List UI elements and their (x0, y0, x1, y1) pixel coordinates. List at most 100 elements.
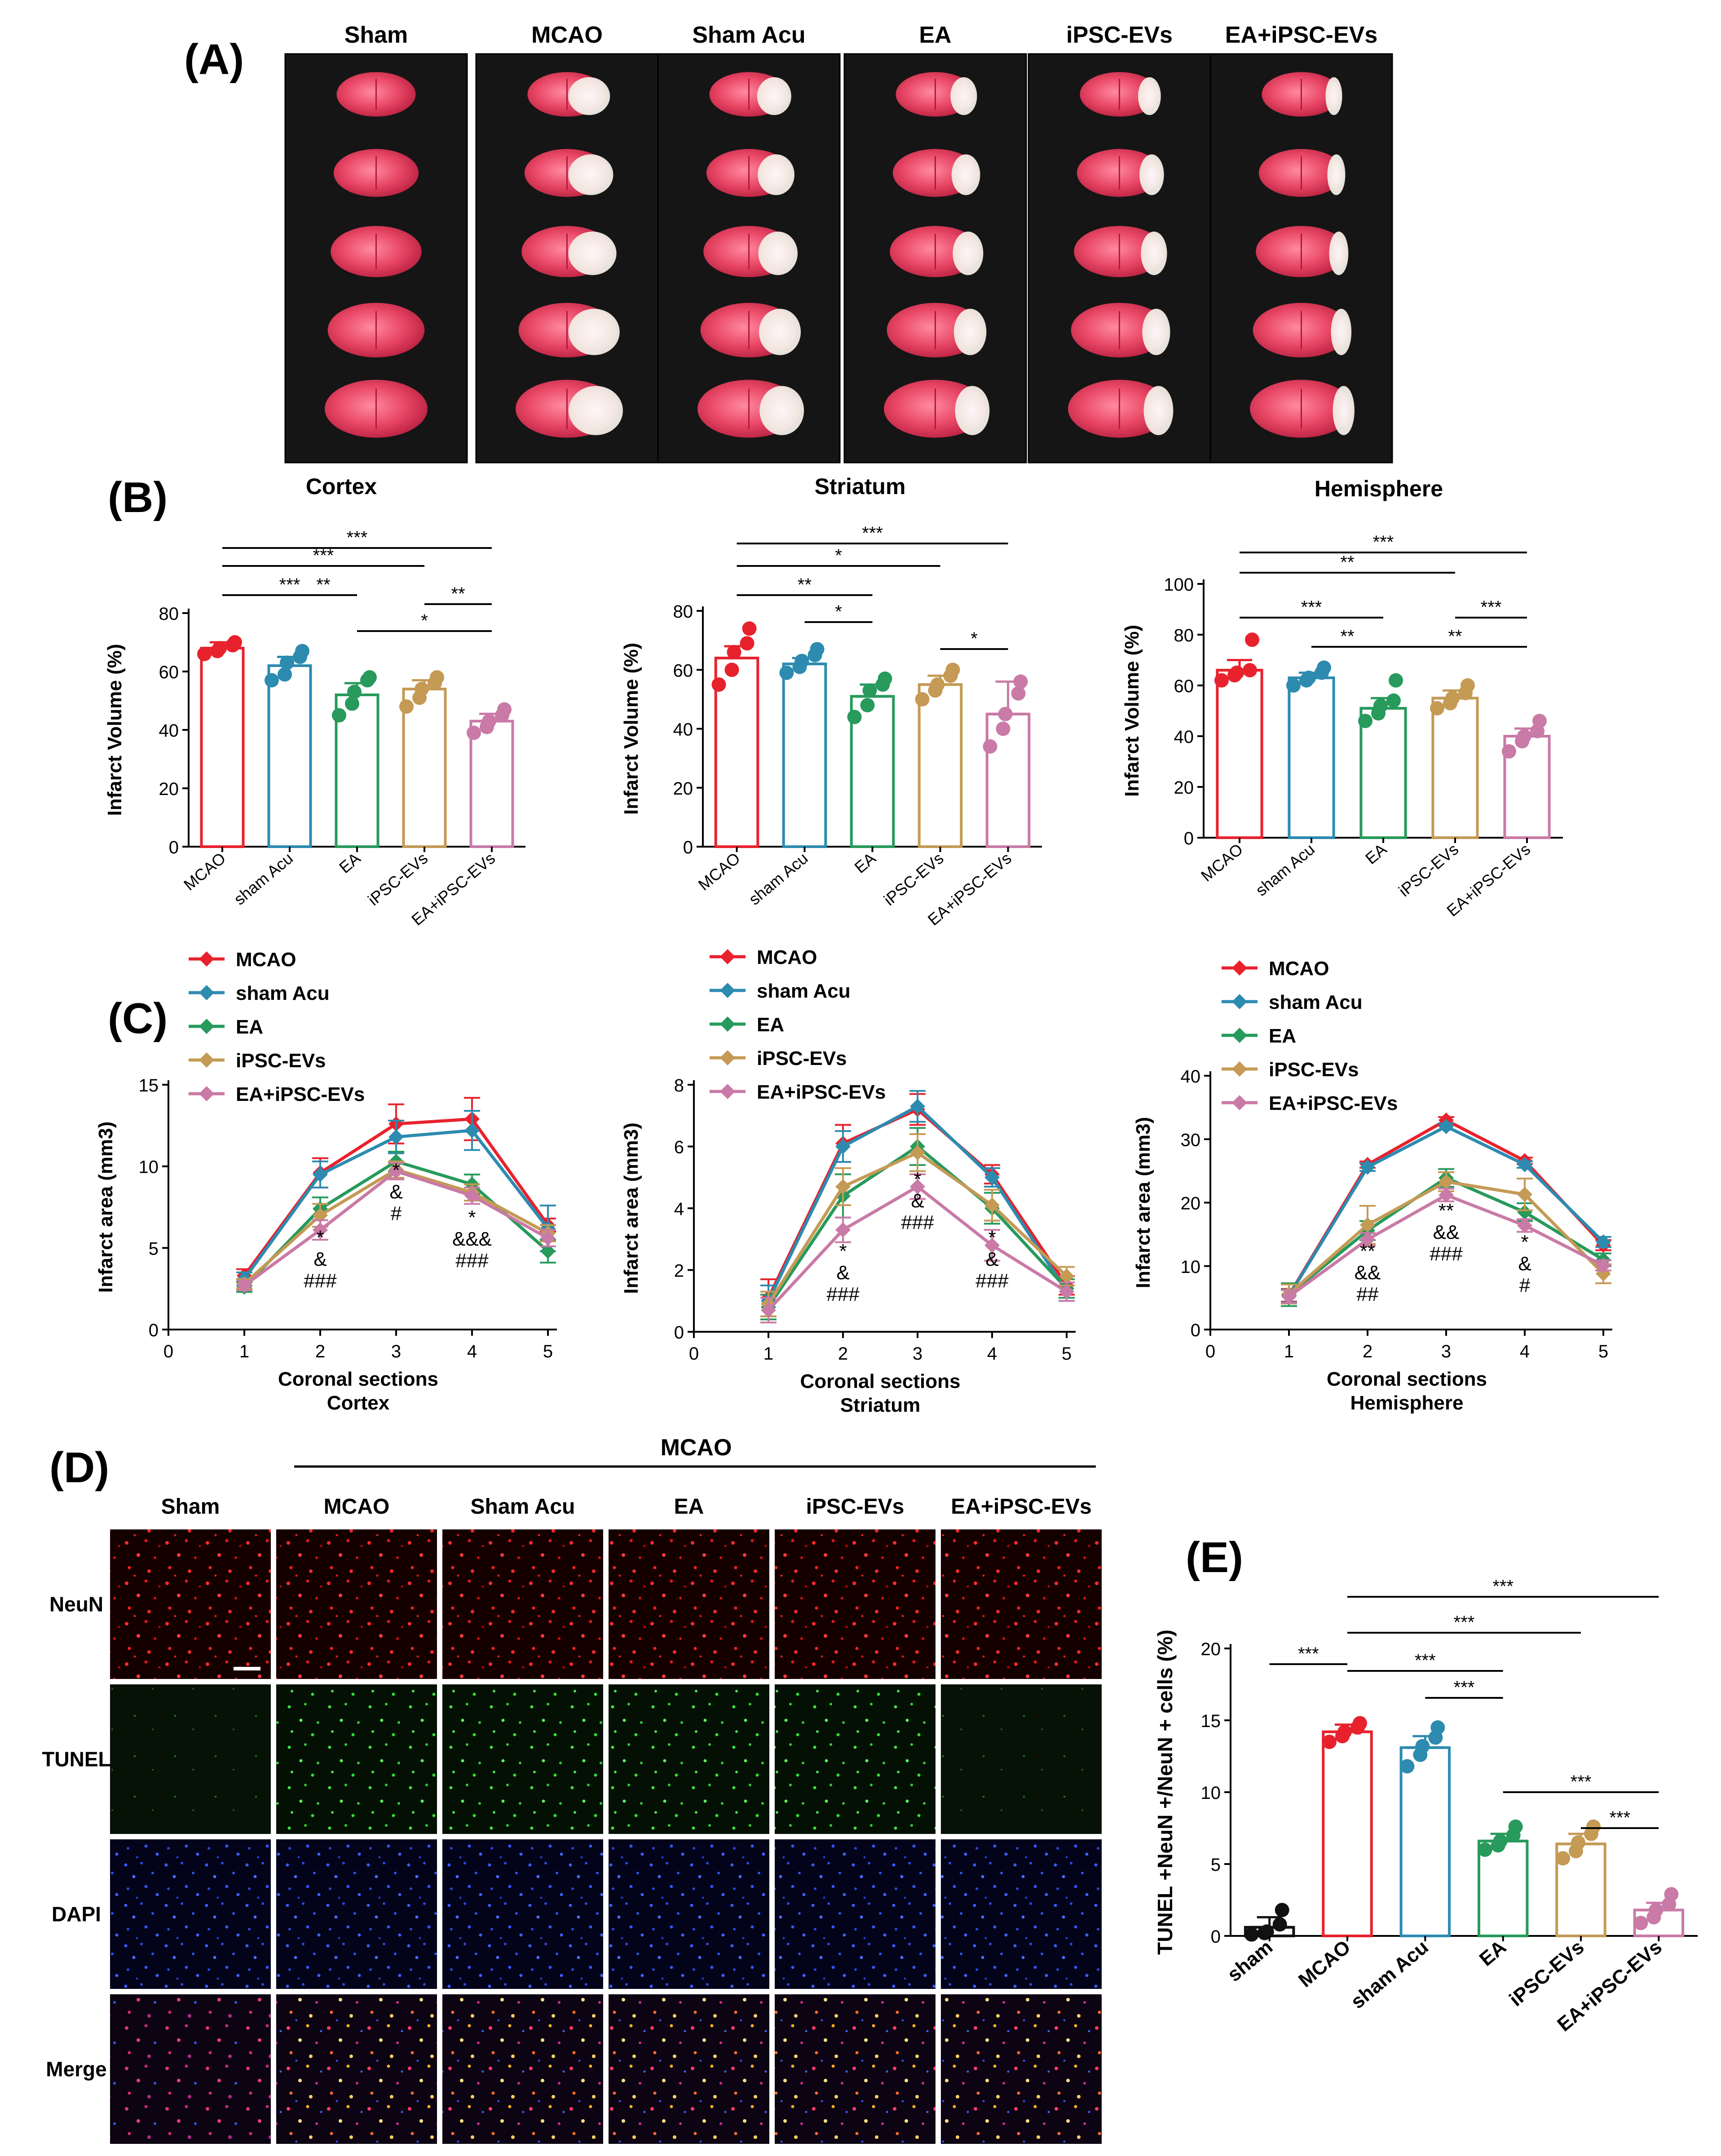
y-tick-label: 20 (673, 779, 693, 799)
chart-subtitle: Striatum (840, 1394, 920, 1416)
infarct-region (1138, 77, 1161, 115)
y-tick-label: 40 (159, 721, 179, 741)
legend-marker (720, 1050, 735, 1065)
data-point (1013, 674, 1028, 689)
x-tick-label: MCAO (1294, 1936, 1355, 1992)
annotation: ** (1439, 1200, 1454, 1222)
data-point (362, 670, 377, 685)
y-tick-label: 2 (674, 1261, 684, 1281)
series-marker (1439, 1119, 1454, 1134)
y-tick-label: 0 (1191, 1321, 1200, 1340)
panel-a-ttc-sections: Sham MCAO Sham Acu EA iPSC-EVs EA+iPSC-EVs (284, 22, 1393, 464)
data-point (727, 645, 741, 659)
data-point (1322, 1735, 1337, 1749)
annotation: ### (826, 1283, 860, 1305)
data-point (295, 644, 309, 658)
y-tick-label: 5 (149, 1239, 159, 1259)
data-point (1317, 660, 1331, 675)
data-point (1373, 698, 1388, 713)
y-axis-label: Infarct area (mm3) (95, 1122, 117, 1293)
micrograph-column-label-ea-ipsc-evs: EA+iPSC-EVs (951, 1495, 1091, 1519)
data-point (711, 677, 726, 692)
data-point (1230, 665, 1244, 680)
x-tick-label: 0 (689, 1344, 699, 1364)
micrograph-merge-sham-acu (442, 1994, 603, 2144)
chart-title: Hemisphere (1315, 476, 1443, 501)
data-point (860, 698, 875, 712)
infarct-region (955, 386, 990, 435)
y-axis-label: Infarct area (mm3) (1132, 1117, 1154, 1288)
annotation: & (911, 1190, 924, 1212)
data-point (1389, 673, 1403, 688)
series-marker (388, 1129, 404, 1145)
y-tick-label: 10 (1201, 1783, 1221, 1803)
x-tick-label: MCAO (695, 849, 744, 894)
x-axis-label: Coronal sections (1327, 1368, 1487, 1390)
x-tick-label: 2 (1363, 1342, 1372, 1361)
bar-chart-striatum: Striatum 0 20 40 60 80 Infarct Volume (%) MCAO s… (620, 474, 1042, 929)
infarct-region (951, 154, 980, 195)
micrograph-neun-sham (110, 1529, 271, 1679)
data-point (497, 702, 512, 717)
data-point (1502, 744, 1516, 759)
mcao-group-label: MCAO (661, 1435, 732, 1461)
series-marker (540, 1243, 556, 1259)
significance-label: * (971, 629, 978, 649)
data-point (724, 663, 739, 677)
micrograph-merge-ea-ipsc-evs (941, 1994, 1102, 2144)
annotation: # (391, 1202, 402, 1224)
legend-label: iPSC-EVs (1269, 1059, 1359, 1081)
x-tick-label: EA (1362, 840, 1390, 868)
infarct-region (568, 309, 620, 355)
annotation: & (313, 1248, 327, 1270)
bar-ipsc-evs (918, 683, 963, 848)
data-point (1011, 686, 1026, 701)
series-marker (1596, 1234, 1611, 1250)
legend-label: EA+iPSC-EVs (236, 1083, 365, 1105)
significance-label: *** (1492, 1577, 1514, 1596)
infarct-region (568, 77, 610, 115)
data-point (878, 671, 892, 686)
infarct-region (1331, 309, 1352, 355)
y-tick-label: 80 (159, 604, 179, 624)
bar-mcao (1322, 1730, 1373, 1938)
data-point (1532, 714, 1547, 729)
data-point (998, 707, 1013, 721)
annotation: * (468, 1206, 476, 1228)
annotation: # (1519, 1274, 1531, 1296)
panel-label-a: (A) (184, 35, 244, 84)
data-point (1244, 1927, 1259, 1942)
data-point (1386, 693, 1401, 708)
infarct-region (1142, 309, 1170, 355)
y-tick-label: 10 (139, 1158, 159, 1177)
significance-label: *** (1481, 597, 1502, 617)
infarct-region (1325, 77, 1342, 115)
panel-label-d: (D) (49, 1444, 109, 1492)
infarct-region (1329, 231, 1349, 275)
series-marker (1517, 1157, 1532, 1172)
significance-label: *** (1609, 1808, 1630, 1828)
infarct-region (568, 154, 613, 195)
legend-marker (199, 985, 214, 1000)
data-point (197, 647, 212, 661)
series-marker (1517, 1204, 1532, 1220)
data-point (945, 663, 960, 677)
y-tick-label: 0 (149, 1321, 159, 1340)
significance-label: *** (1454, 1613, 1475, 1632)
annotation: * (1521, 1231, 1528, 1253)
x-tick-label: sham (1223, 1936, 1277, 1986)
bar-sham-acu (1399, 1746, 1451, 1938)
x-tick-label: sham Acu (1346, 1936, 1432, 2013)
data-point (1430, 1720, 1445, 1735)
series-marker (910, 1099, 925, 1114)
data-point (1243, 663, 1257, 678)
micrograph-row-label-dapi: DAPI (52, 1903, 101, 1926)
infarct-region (758, 154, 794, 195)
data-point (1633, 1916, 1648, 1931)
data-point (1214, 673, 1229, 688)
legend-label: MCAO (236, 949, 296, 971)
infarct-region (953, 309, 987, 355)
annotation: * (316, 1227, 324, 1249)
data-point (740, 636, 755, 651)
